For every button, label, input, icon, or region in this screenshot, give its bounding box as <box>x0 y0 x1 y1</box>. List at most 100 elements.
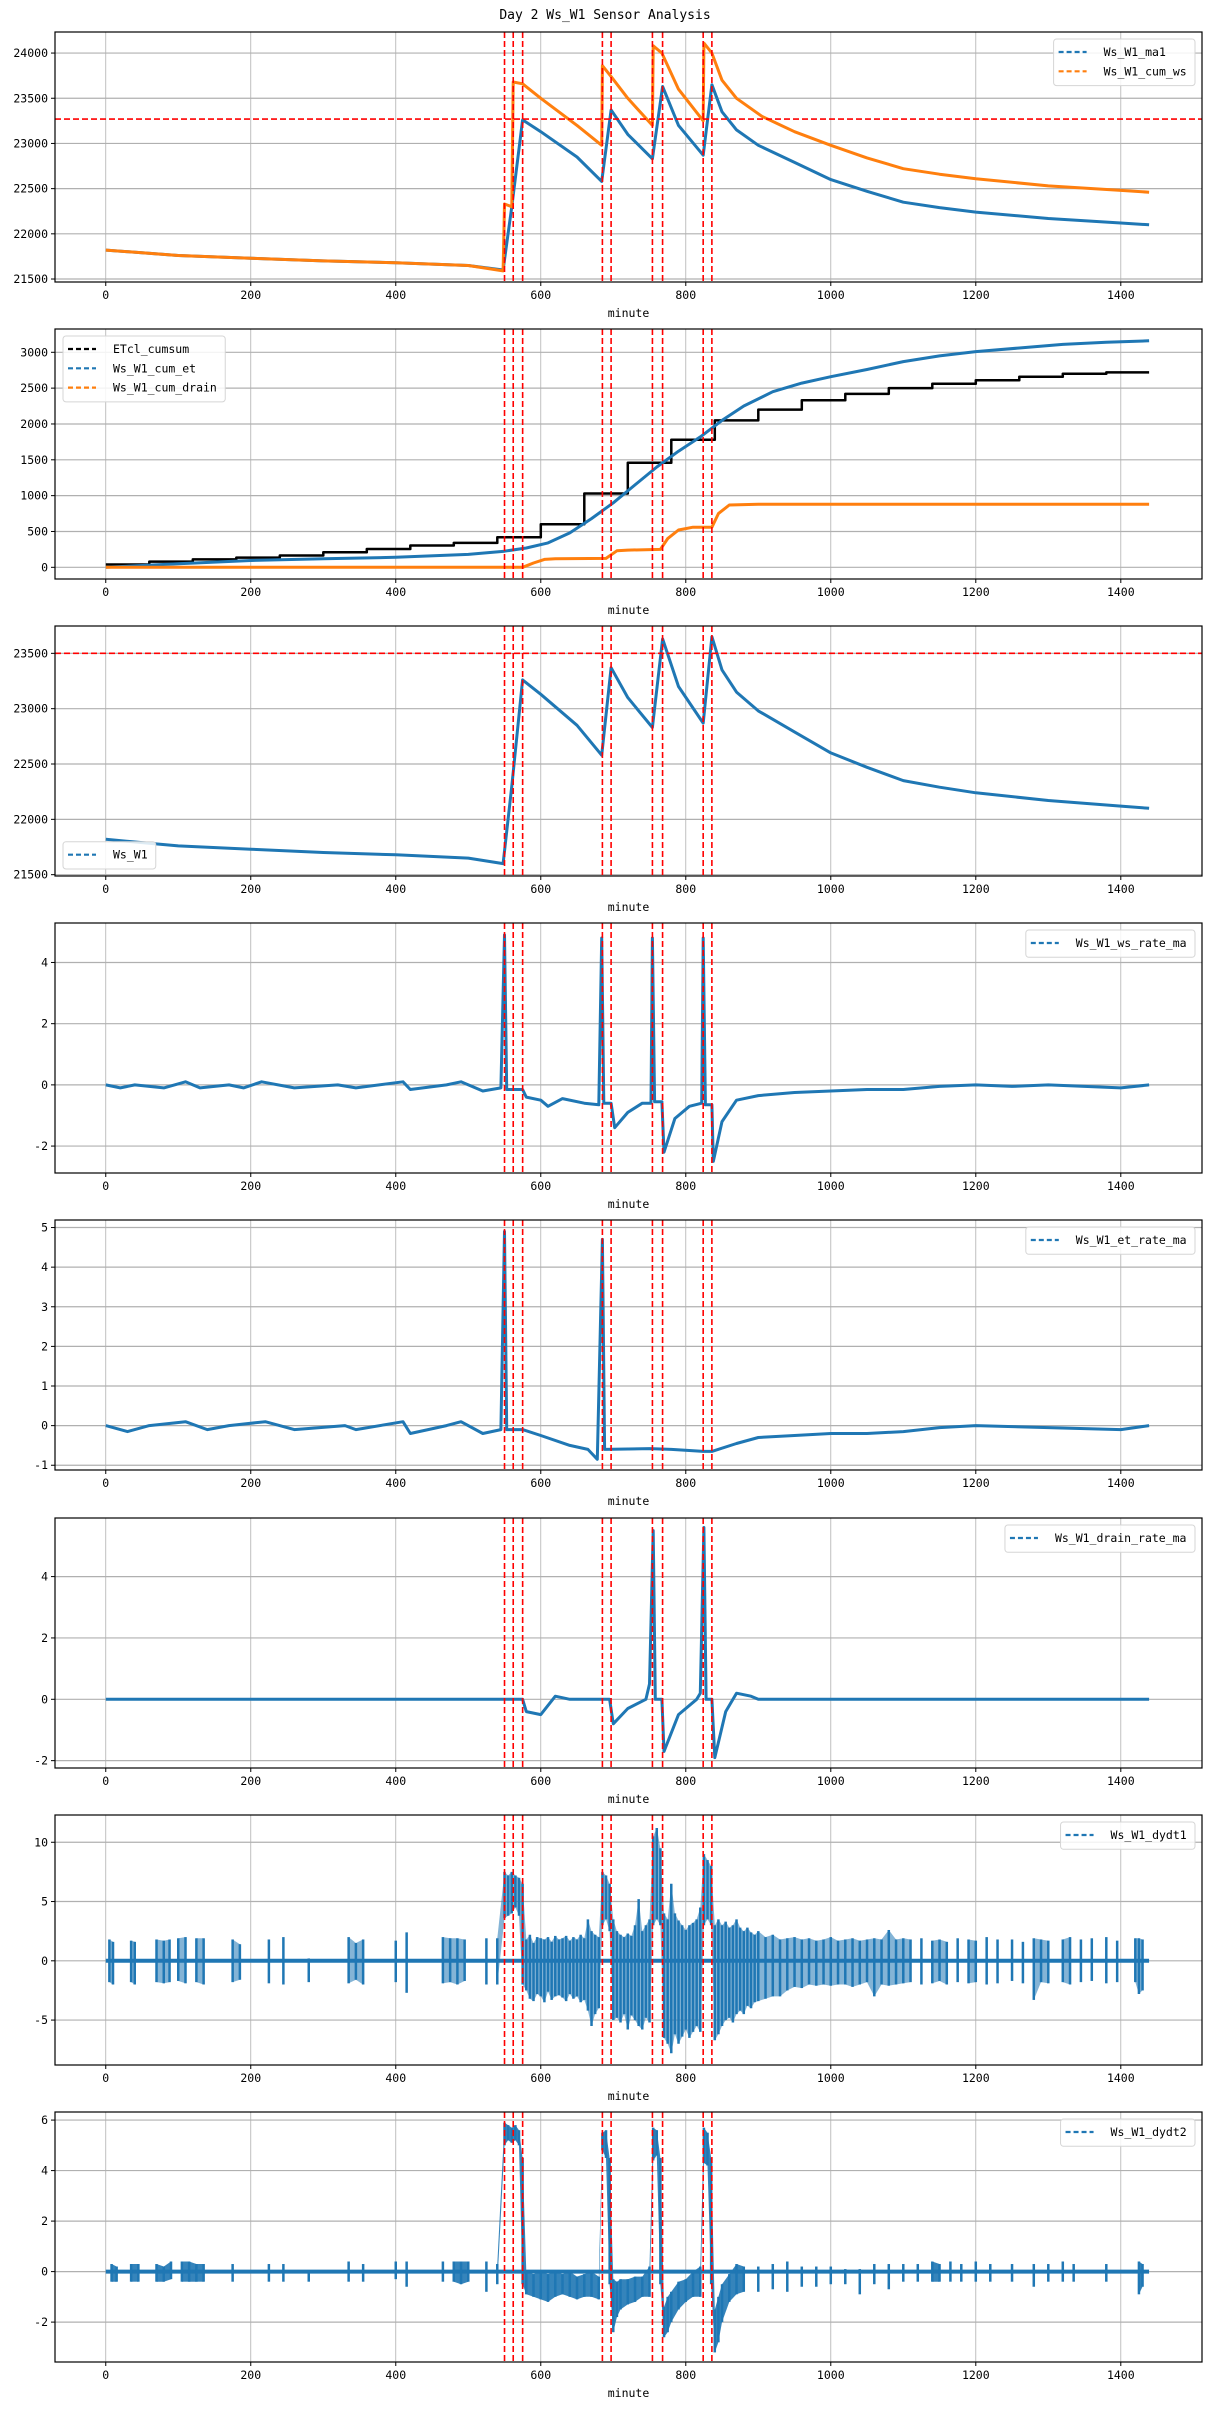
subplot-8: 0 200 400 600 800 1000 1200 1400 minute -2 0 2 4 6 Ws_… <box>34 2111 1203 2400</box>
y-tick-label: 23500 <box>13 646 48 660</box>
x-tick-label: 1000 <box>817 2368 845 2382</box>
x-tick-label: 1400 <box>1107 585 1135 599</box>
series-Ws_W1_et_rate_ma <box>105 1230 1150 1461</box>
range-band <box>671 2281 679 2323</box>
range-band <box>497 1871 505 1985</box>
range-band <box>801 1938 809 1989</box>
range-band <box>678 2279 686 2310</box>
subplot-6: 0 200 400 600 800 1000 1200 1400 minute -2 0 2 4 Ws_W… <box>34 1517 1203 1806</box>
x-tick-label: 600 <box>530 1774 551 1788</box>
y-tick-label: 22000 <box>13 812 48 826</box>
x-tick-label: 1000 <box>817 288 845 302</box>
x-axis-label: minute <box>608 306 650 320</box>
x-tick-label: 1400 <box>1107 2368 1135 2382</box>
x-axis-label: minute <box>608 1197 650 1211</box>
x-tick-label: 400 <box>385 1476 406 1490</box>
range-band <box>461 2261 469 2285</box>
legend-box <box>1025 929 1196 958</box>
y-tick-label: 2 <box>41 1631 48 1645</box>
range-band <box>577 2274 585 2300</box>
x-axis: 0 200 400 600 800 1000 1200 1400 minute <box>102 876 1135 914</box>
range-band <box>903 1938 911 1984</box>
range-band <box>163 2261 171 2282</box>
axes-frame <box>54 922 1203 1174</box>
y-axis: 21500 22000 22500 23000 23500 24000 <box>13 46 55 286</box>
range-band <box>729 2264 737 2302</box>
legend-label: Ws_W1_ws_rate_ma <box>1076 936 1187 950</box>
range-band <box>888 1930 896 1986</box>
x-tick-label: 600 <box>530 585 551 599</box>
range-band <box>562 2271 570 2297</box>
range-band <box>450 1938 458 1985</box>
y-tick-label: 3000 <box>20 345 48 359</box>
y-axis: -2 0 2 4 6 <box>34 2113 55 2329</box>
legend-label: Ws_W1_dydt1 <box>1111 1828 1187 1842</box>
x-axis-label: minute <box>608 2089 650 2103</box>
x-tick-label: 0 <box>102 585 109 599</box>
range-band <box>584 2271 592 2297</box>
range-band <box>232 1939 240 1983</box>
x-tick-label: 400 <box>385 882 406 896</box>
range-band <box>932 1939 940 1984</box>
x-tick-label: 1400 <box>1107 1774 1135 1788</box>
x-tick-label: 800 <box>675 882 696 896</box>
x-tick-label: 1000 <box>817 2071 845 2085</box>
range-band <box>178 1937 186 1984</box>
y-axis: 21500 22000 22500 23000 23500 <box>13 646 55 882</box>
range-band <box>881 1930 889 1986</box>
x-axis-label: minute <box>608 2386 650 2400</box>
x-tick-label: 200 <box>240 288 261 302</box>
x-axis: 0 200 400 600 800 1000 1200 1400 minute <box>102 1173 1135 1211</box>
y-tick-label: 2000 <box>20 417 48 431</box>
x-tick-label: 1400 <box>1107 882 1135 896</box>
x-tick-label: 0 <box>102 2071 109 2085</box>
y-tick-label: 4 <box>41 1570 48 1584</box>
legend-label: Ws_W1_dydt2 <box>1111 2125 1187 2139</box>
x-tick-label: 200 <box>240 2071 261 2085</box>
axes-frame <box>54 2111 1203 2363</box>
x-tick-label: 600 <box>530 1179 551 1193</box>
subplot-4: 0 200 400 600 800 1000 1200 1400 minute -2 0 2 4 Ws_W… <box>34 922 1203 1211</box>
subplot-5: 0 200 400 600 800 1000 1200 1400 minute -1 0 1 2 3 4 5 W… <box>34 1219 1203 1508</box>
range-band <box>765 1934 773 1999</box>
subplot-2: 0 200 400 600 800 1000 1200 1400 minute 0 500 1000 1… <box>20 328 1203 617</box>
series-line <box>105 933 1150 1163</box>
range-band <box>111 2264 117 2282</box>
plot-area <box>105 1220 1150 1470</box>
x-tick-label: 1000 <box>817 1476 845 1490</box>
y-tick-label: 23500 <box>13 91 48 105</box>
x-tick-label: 1200 <box>962 1774 990 1788</box>
axes-frame <box>54 1814 1203 2066</box>
range-band <box>642 2266 650 2297</box>
x-tick-label: 400 <box>385 585 406 599</box>
series-ETcl_cumsum <box>105 371 1150 566</box>
x-tick-label: 1000 <box>817 882 845 896</box>
legend-box <box>62 841 157 870</box>
legend: Ws_W1_dydt1 <box>1060 1821 1196 1850</box>
legend-label: Ws_W1_cum_ws <box>1104 64 1187 78</box>
x-tick-label: 800 <box>675 585 696 599</box>
range-band <box>555 2271 563 2297</box>
grid <box>55 2112 1202 2362</box>
range-band <box>196 1938 204 1985</box>
y-axis: -5 0 5 10 <box>34 1835 55 2027</box>
series-Ws_W1_cum_et <box>105 339 1150 569</box>
subplot-3: 0 200 400 600 800 1000 1200 1400 minute 21500 2200… <box>13 625 1203 914</box>
x-tick-label: 400 <box>385 1179 406 1193</box>
x-axis: 0 200 400 600 800 1000 1200 1400 minute <box>102 1470 1135 1508</box>
y-tick-label: 0 <box>41 1419 48 1433</box>
subplot-1: 0 200 400 600 800 1000 1200 1400 minute 21500 2200… <box>13 31 1203 320</box>
range-band <box>355 1939 364 1985</box>
y-tick-label: 22000 <box>13 227 48 241</box>
legend-box <box>1060 1821 1196 1850</box>
range-band <box>1041 1939 1049 1984</box>
range-band <box>627 2276 635 2305</box>
range-band <box>823 1937 831 1986</box>
range-band <box>548 2271 556 2302</box>
x-tick-label: 1400 <box>1107 1476 1135 1490</box>
x-tick-label: 0 <box>102 2368 109 2382</box>
y-axis: -2 0 2 4 <box>34 1570 55 1768</box>
x-tick-label: 600 <box>530 882 551 896</box>
x-tick-label: 0 <box>102 1179 109 1193</box>
y-tick-label: 2 <box>41 2214 48 2228</box>
